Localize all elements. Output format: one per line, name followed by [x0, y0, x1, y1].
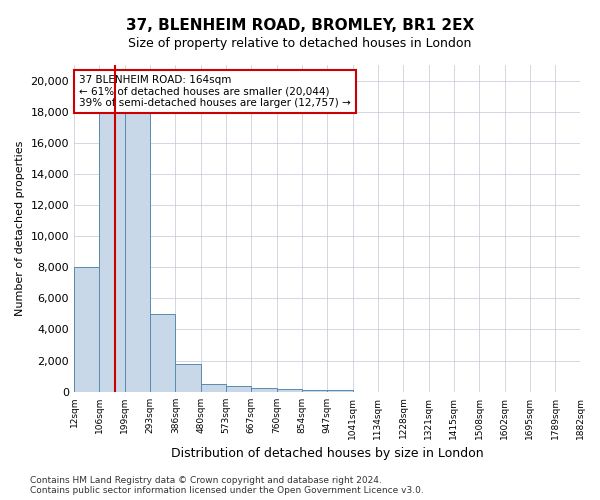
Bar: [100, 92, 125, 392]
Bar: [200, 384, 226, 392]
Y-axis label: Number of detached properties: Number of detached properties: [15, 140, 25, 316]
Text: 37, BLENHEIM ROAD, BROMLEY, BR1 2EX: 37, BLENHEIM ROAD, BROMLEY, BR1 2EX: [126, 18, 474, 32]
Text: Contains public sector information licensed under the Open Government Licence v3: Contains public sector information licen…: [30, 486, 424, 495]
Text: Size of property relative to detached houses in London: Size of property relative to detached ho…: [128, 38, 472, 51]
Bar: [74, 267, 100, 392]
Bar: [277, 390, 302, 392]
Text: Contains HM Land Registry data © Crown copyright and database right 2024.: Contains HM Land Registry data © Crown c…: [30, 476, 382, 485]
Bar: [251, 388, 277, 392]
Bar: [175, 364, 200, 392]
Bar: [226, 386, 251, 392]
Text: 37 BLENHEIM ROAD: 164sqm
← 61% of detached houses are smaller (20,044)
39% of se: 37 BLENHEIM ROAD: 164sqm ← 61% of detach…: [79, 75, 351, 108]
Bar: [150, 314, 175, 392]
Bar: [125, 92, 150, 392]
Bar: [327, 390, 353, 392]
Bar: [302, 390, 327, 392]
X-axis label: Distribution of detached houses by size in London: Distribution of detached houses by size …: [171, 447, 484, 460]
